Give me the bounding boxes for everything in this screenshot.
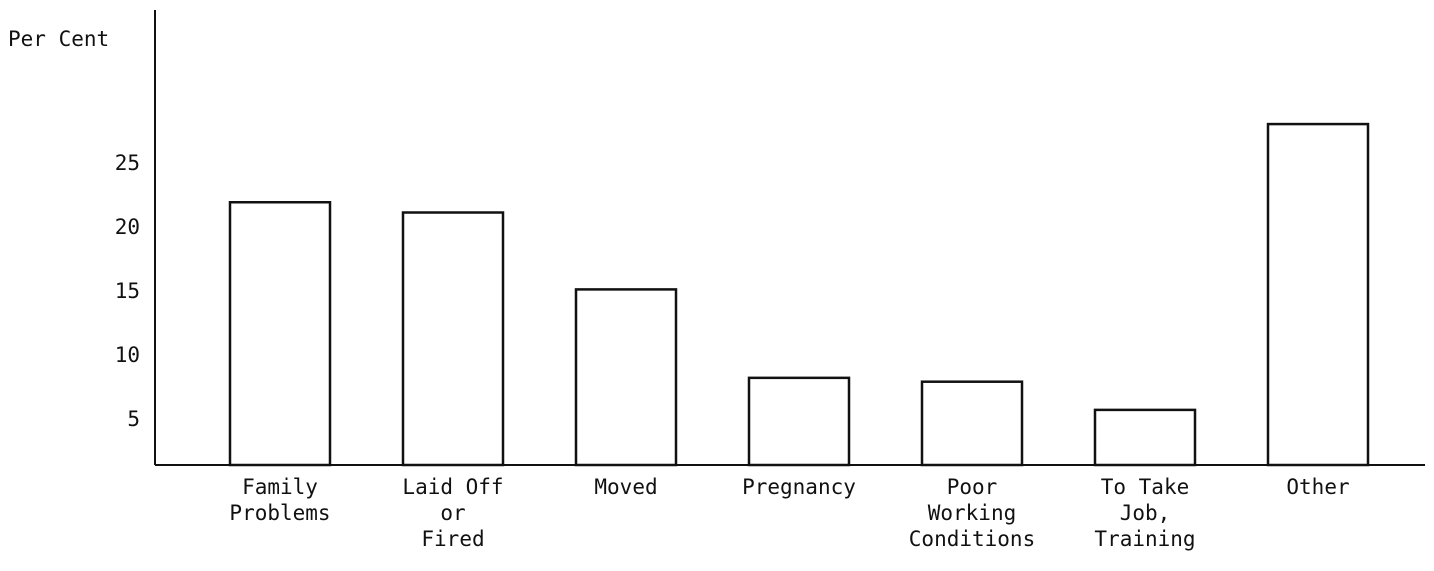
bar: [1093, 408, 1197, 467]
x-tick-label: Poor: [947, 475, 998, 499]
y-tick-label: 20: [115, 215, 140, 239]
bar: [228, 201, 332, 467]
bar: [747, 376, 851, 467]
x-tick-label: Problems: [229, 501, 330, 525]
bar: [401, 211, 505, 467]
bar: [920, 380, 1024, 467]
x-tick-label: Family: [242, 475, 318, 499]
x-tick-label: Fired: [421, 527, 484, 551]
y-tick-label: 10: [115, 343, 140, 367]
x-tick-label: Other: [1286, 475, 1349, 499]
x-tick-label: Moved: [594, 475, 657, 499]
x-tick-label: Laid Off: [402, 475, 503, 499]
x-tick-label: Training: [1094, 527, 1195, 551]
x-tick-label: Pregnancy: [742, 475, 856, 499]
x-tick-label: Working: [928, 501, 1017, 525]
y-tick-label: 25: [115, 151, 140, 175]
y-tick-label: 5: [127, 407, 140, 431]
x-tick-label: Conditions: [909, 527, 1035, 551]
bar: [574, 288, 678, 467]
x-tick-label: To Take: [1101, 475, 1190, 499]
bar: [1266, 122, 1370, 467]
x-tick-label: Job,: [1120, 501, 1171, 525]
x-tick-label: or: [440, 501, 465, 525]
y-tick-label: 15: [115, 279, 140, 303]
y-axis-label: Per Cent: [8, 27, 109, 51]
